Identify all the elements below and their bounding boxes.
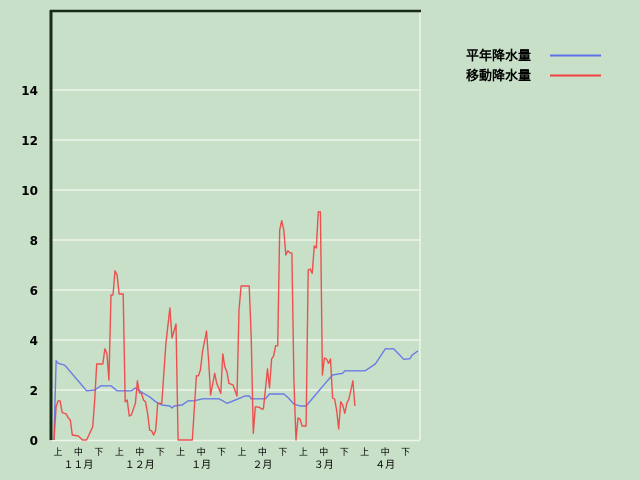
y-tick-label: 6	[30, 284, 38, 298]
x-period-label: 上	[115, 447, 124, 458]
y-tick-label: 0	[30, 434, 38, 448]
x-period-label: 中	[319, 446, 328, 458]
x-tick-labels: 上中下上中下上中下上中下上中下上中下１１月 １２月 １月 ２月 ３月 ４月	[53, 446, 410, 471]
y-tick-label: 12	[21, 134, 38, 148]
series-line-0	[53, 348, 419, 441]
x-period-label: 中	[135, 446, 144, 458]
x-period-label: 上	[176, 447, 185, 458]
y-tick-label: 10	[21, 184, 38, 198]
x-period-label: 下	[340, 448, 349, 458]
x-period-label: 下	[217, 448, 226, 458]
x-month-label: １１月	[63, 459, 93, 471]
x-period-label: 中	[381, 446, 390, 458]
x-period-label: 中	[74, 446, 83, 458]
y-tick-label: 14	[21, 84, 38, 98]
x-period-label: 下	[401, 448, 410, 458]
x-period-label: 下	[94, 448, 103, 458]
x-period-label: 上	[237, 447, 246, 458]
axes	[49, 9, 421, 442]
series-line-1	[53, 211, 356, 441]
gridlines	[52, 89, 420, 391]
x-period-label: 下	[156, 448, 165, 458]
legend-label-1: 移動降水量	[466, 68, 531, 84]
x-period-label: 上	[299, 447, 308, 458]
x-month-label: ２月	[252, 459, 272, 471]
y-tick-label: 8	[30, 234, 38, 248]
series-lines	[53, 211, 419, 441]
legend-label-0: 平年降水量	[466, 48, 531, 64]
x-period-label: 中	[197, 446, 206, 458]
x-period-label: 中	[258, 446, 267, 458]
x-month-label: ３月	[314, 459, 334, 471]
x-month-label: １２月	[125, 459, 155, 471]
legend: 平年降水量 移動降水量	[466, 48, 601, 84]
y-tick-labels: 0 2 4 6 8 10 12 14	[21, 84, 38, 448]
y-tick-label: 4	[30, 334, 38, 348]
x-month-label: ４月	[375, 459, 395, 471]
x-period-label: 上	[53, 447, 62, 458]
y-tick-label: 2	[30, 384, 38, 398]
x-period-label: 下	[278, 448, 287, 458]
x-month-label: １月	[191, 459, 211, 471]
x-period-label: 上	[360, 447, 369, 458]
